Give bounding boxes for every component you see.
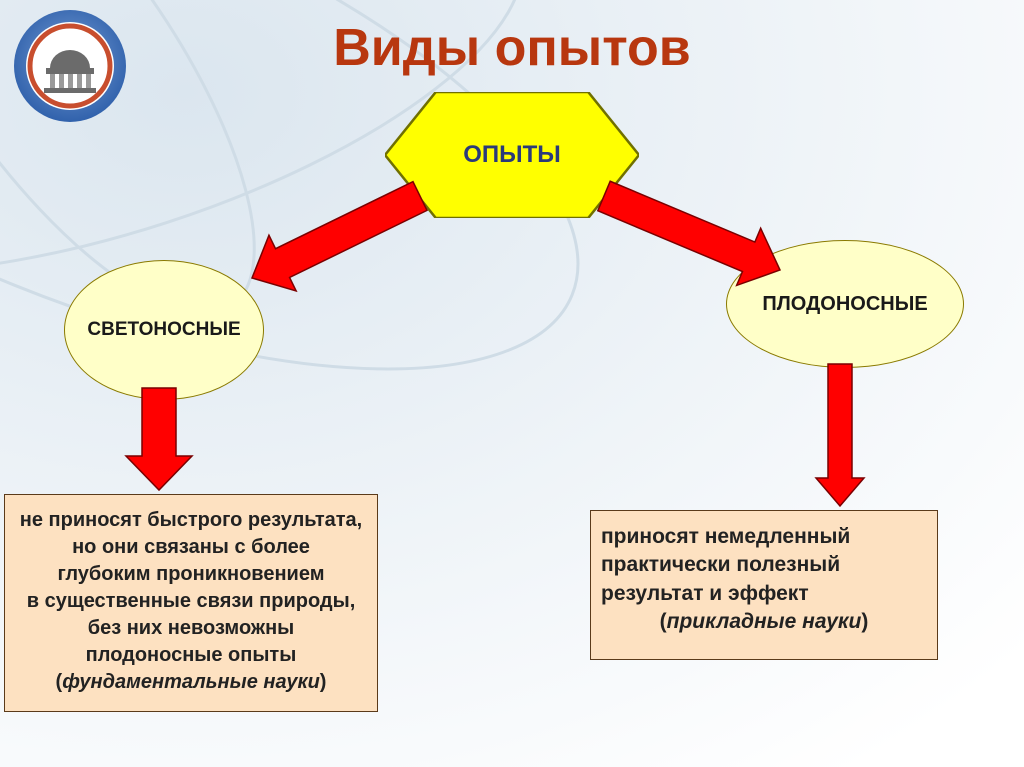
left-desc-line: без них невозможны [15, 615, 367, 642]
left-description-box: не приносят быстрого результата, но они … [4, 494, 378, 712]
left-desc-line: но они связаны с более [15, 534, 367, 561]
root-node-label: ОПЫТЫ [463, 141, 561, 169]
right-branch-ellipse: ПЛОДОНОСНЫЕ [726, 240, 964, 368]
right-desc-line: приносят немедленный [601, 523, 927, 551]
right-desc-line: результат и эффект [601, 580, 927, 608]
right-desc-line: практически полезный [601, 551, 927, 579]
right-description-box: приносят немедленный практически полезны… [590, 510, 938, 660]
left-desc-line: плодоносные опыты [15, 642, 367, 669]
left-branch-label: СВЕТОНОСНЫЕ [87, 319, 240, 341]
left-desc-line: в существенные связи природы, [15, 588, 367, 615]
left-desc-line: не приносят быстрого результата, [15, 507, 367, 534]
right-desc-line: (прикладные науки) [601, 608, 927, 636]
left-desc-line: глубоким проникновением [15, 561, 367, 588]
left-branch-ellipse: СВЕТОНОСНЫЕ [64, 260, 264, 400]
left-desc-line: (фундаментальные науки) [15, 669, 367, 696]
slide-title: Виды опытов [0, 18, 1024, 78]
root-node-hexagon: ОПЫТЫ [385, 92, 639, 218]
right-branch-label: ПЛОДОНОСНЫЕ [762, 293, 927, 316]
